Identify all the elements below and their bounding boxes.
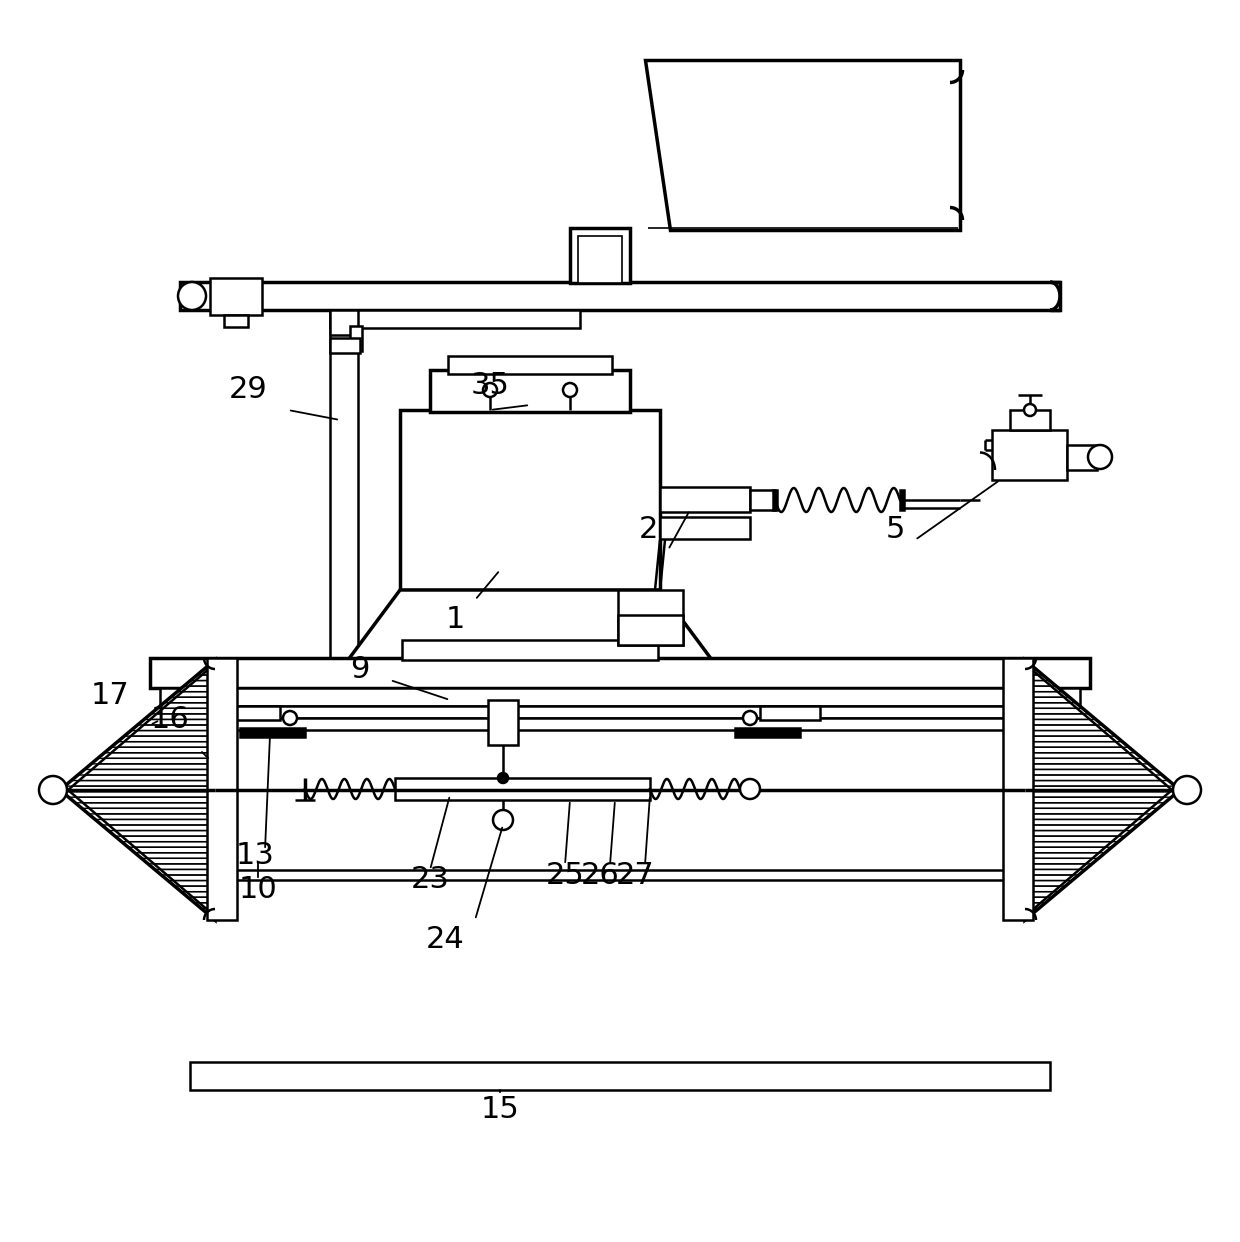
Bar <box>330 310 358 669</box>
Text: 25: 25 <box>546 861 584 889</box>
Circle shape <box>283 710 298 725</box>
Bar <box>219 705 280 720</box>
Text: 9: 9 <box>351 656 370 684</box>
Text: 35: 35 <box>470 370 510 400</box>
Text: 27: 27 <box>615 861 655 889</box>
Circle shape <box>38 776 67 804</box>
Circle shape <box>484 383 497 397</box>
Polygon shape <box>1025 660 1180 920</box>
Polygon shape <box>348 590 712 660</box>
Bar <box>330 310 580 328</box>
Bar <box>618 615 683 645</box>
Bar <box>660 487 750 512</box>
Bar <box>992 430 1066 479</box>
Text: 16: 16 <box>150 705 190 734</box>
Bar <box>618 590 683 645</box>
Circle shape <box>498 773 508 782</box>
Bar <box>489 700 518 745</box>
Bar <box>160 688 1080 705</box>
Bar <box>207 658 237 920</box>
Text: 23: 23 <box>410 866 449 894</box>
Text: 5: 5 <box>885 515 905 544</box>
Text: 26: 26 <box>580 861 619 889</box>
Circle shape <box>179 282 206 310</box>
Bar <box>900 491 904 510</box>
Circle shape <box>740 779 760 799</box>
Bar <box>750 491 775 510</box>
Polygon shape <box>60 660 215 920</box>
Text: 15: 15 <box>481 1095 520 1124</box>
Bar <box>401 410 660 590</box>
Bar <box>190 1062 1050 1090</box>
Text: 13: 13 <box>236 841 274 869</box>
Text: 2: 2 <box>639 515 657 544</box>
Text: 24: 24 <box>425 925 464 955</box>
Bar <box>210 278 262 315</box>
Text: 17: 17 <box>91 681 129 709</box>
Polygon shape <box>645 60 960 230</box>
Bar <box>1003 658 1033 920</box>
Bar <box>570 229 630 283</box>
Text: 10: 10 <box>238 876 278 904</box>
Bar <box>150 658 1090 688</box>
Bar <box>448 356 613 374</box>
Bar <box>224 315 248 327</box>
Bar <box>578 236 622 283</box>
Bar <box>430 370 630 412</box>
Circle shape <box>563 383 577 397</box>
Bar <box>396 777 650 800</box>
Text: 29: 29 <box>228 375 268 405</box>
Bar <box>330 310 358 335</box>
Bar <box>241 728 305 737</box>
Bar <box>1066 445 1097 469</box>
Bar <box>402 640 658 660</box>
Bar <box>760 705 820 720</box>
Bar <box>175 705 1070 718</box>
Text: 1: 1 <box>445 606 465 635</box>
Bar <box>330 338 360 353</box>
Circle shape <box>494 810 513 830</box>
Circle shape <box>743 710 756 725</box>
Bar <box>773 491 777 510</box>
Bar <box>735 728 800 737</box>
Bar <box>219 718 1021 881</box>
Bar <box>180 282 1060 310</box>
Circle shape <box>1024 404 1035 416</box>
Circle shape <box>1173 776 1202 804</box>
Bar <box>350 325 362 351</box>
Bar <box>236 730 1004 869</box>
Bar <box>1011 410 1050 430</box>
Circle shape <box>1087 445 1112 469</box>
Bar <box>660 517 750 539</box>
